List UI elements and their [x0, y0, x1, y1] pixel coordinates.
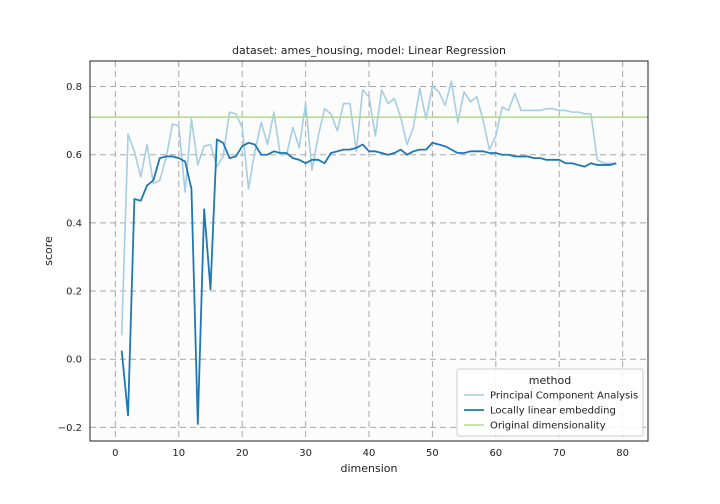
- y-tick-label: 0.2: [66, 287, 82, 298]
- legend-entry-original-dimensionality: Original dimensionality: [490, 421, 606, 432]
- series-line-locally-linear-embedding: [120, 138, 617, 425]
- legend: method Principal Component Analysis Local…: [456, 368, 644, 437]
- x-tick-label: 10: [172, 448, 185, 459]
- ticks: 0 10 20 30 40 50 60 70 80 −0.2 0.0 0.2 0.4 0.6 0.8: [58, 82, 629, 459]
- x-tick-label: 40: [363, 448, 376, 459]
- legend-title: method: [529, 374, 571, 387]
- legend-entry-principal-component-analysis: Principal Component Analysis: [490, 391, 638, 402]
- y-tick-label: 0.0: [66, 355, 82, 366]
- x-tick-label: 0: [112, 448, 118, 459]
- chart-title: dataset: ames_housing, model: Linear Reg…: [232, 44, 506, 57]
- x-axis-label: dimension: [341, 462, 398, 475]
- series-layer: [90, 80, 648, 425]
- y-tick-label: 0.4: [66, 218, 82, 229]
- series-line-principal-component-analysis: [120, 80, 617, 336]
- y-tick-label: 0.8: [66, 82, 82, 93]
- x-tick-label: 60: [489, 448, 502, 459]
- x-tick-label: 50: [426, 448, 439, 459]
- grid: [90, 61, 648, 441]
- x-tick-label: 30: [299, 448, 312, 459]
- x-tick-label: 20: [236, 448, 249, 459]
- y-tick-label: 0.6: [66, 150, 82, 161]
- y-tick-label: −0.2: [58, 423, 82, 434]
- legend-box: [456, 368, 644, 437]
- plot-frame: [89, 60, 649, 442]
- x-tick-label: 70: [553, 448, 566, 459]
- y-axis-label: score: [42, 236, 55, 266]
- legend-entry-locally-linear-embedding: Locally linear embedding: [490, 406, 616, 417]
- x-tick-label: 80: [616, 448, 629, 459]
